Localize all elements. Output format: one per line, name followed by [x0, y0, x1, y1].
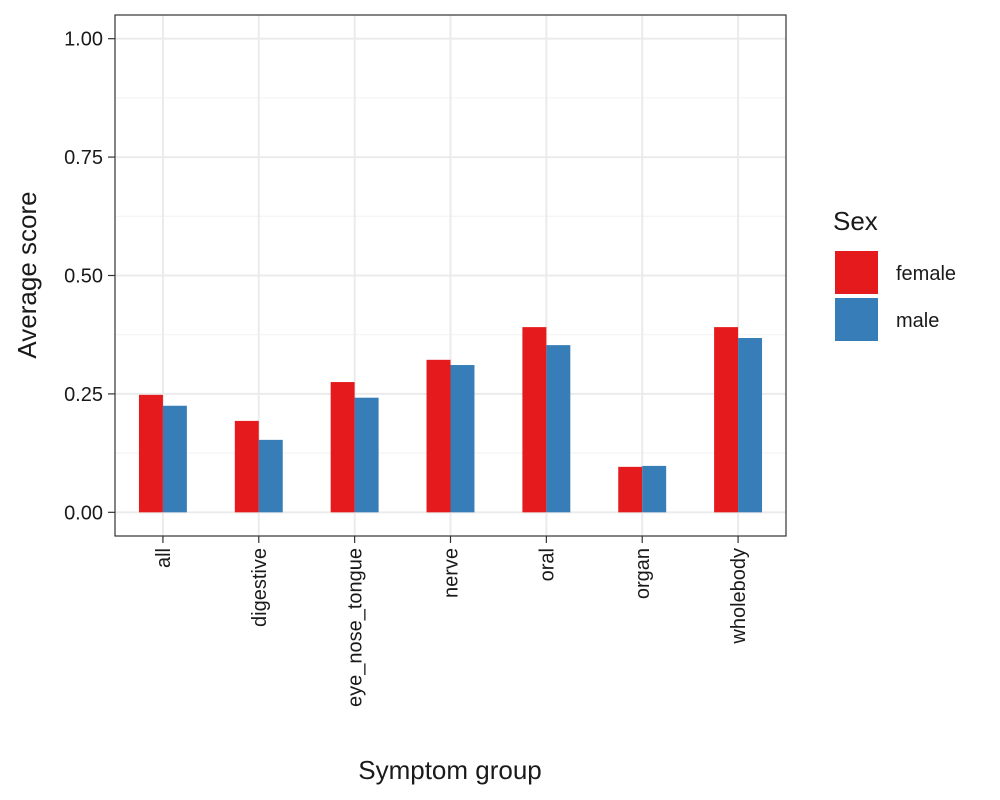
x-tick-label: all — [153, 548, 175, 568]
x-axis: all digestive eye_nose_tongue nerve oral orga… — [153, 536, 750, 707]
x-tick-label: eye_nose_tongue — [345, 548, 367, 707]
legend: Sex female male — [833, 206, 956, 341]
bar-female-digestive — [234, 420, 259, 513]
bar-male-nerve — [450, 365, 475, 513]
y-tick-label: 0.00 — [64, 502, 103, 524]
x-axis-title: Symptom group — [358, 755, 542, 785]
x-tick-label: oral — [536, 548, 558, 581]
x-tick-label: nerve — [441, 548, 463, 598]
x-tick-label: organ — [632, 548, 654, 599]
bar-male-digestive — [258, 439, 283, 513]
y-tick-label: 0.75 — [64, 147, 103, 169]
legend-label-female: female — [896, 263, 956, 285]
bar-female-oral — [522, 327, 547, 513]
bar-female-eye_nose_tongue — [330, 382, 355, 513]
y-axis-title: Average score — [12, 191, 42, 358]
y-tick-label: 0.50 — [64, 266, 103, 288]
bar-male-oral — [546, 345, 571, 513]
bar-female-wholebody — [714, 327, 739, 513]
y-axis: 0.00 0.25 0.50 0.75 1.00 — [64, 29, 115, 524]
bar-male-wholebody — [738, 338, 763, 513]
y-tick-label: 1.00 — [64, 29, 103, 51]
x-tick-label: wholebody — [728, 548, 750, 645]
bar-male-all — [162, 405, 187, 513]
bar-male-eye_nose_tongue — [354, 397, 379, 513]
legend-key-male — [835, 298, 878, 341]
bar-female-all — [138, 394, 163, 513]
legend-key-female — [835, 251, 878, 294]
legend-title: Sex — [833, 206, 878, 236]
bars — [138, 327, 763, 513]
bar-male-organ — [642, 465, 667, 513]
y-tick-label: 0.25 — [64, 384, 103, 406]
x-tick-label: digestive — [249, 548, 271, 627]
bar-female-organ — [618, 466, 643, 513]
bar-female-nerve — [426, 359, 451, 513]
legend-label-male: male — [896, 310, 939, 332]
